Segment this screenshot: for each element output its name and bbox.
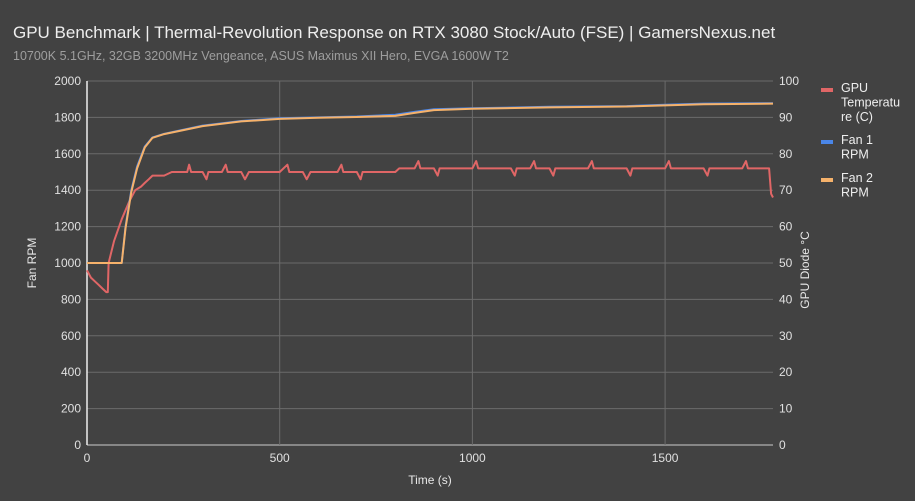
y2-tick-label: 30	[779, 329, 793, 343]
y2-tick-label: 70	[779, 183, 793, 197]
x-tick-label: 500	[270, 451, 290, 465]
legend-label: GPU Temperatu re (C)	[841, 81, 900, 124]
y2-tick-label: 80	[779, 147, 793, 161]
x-tick-label: 1000	[459, 451, 486, 465]
y-tick-label: 1600	[54, 147, 81, 161]
series-line-3	[87, 102, 774, 264]
legend-item: Fan 1 RPM	[821, 133, 873, 162]
chart-subtitle: 10700K 5.1GHz, 32GB 3200MHz Vengeance, A…	[13, 49, 509, 63]
y2-tick-label: 90	[779, 110, 793, 124]
chart-title: GPU Benchmark | Thermal-Revolution Respo…	[13, 23, 776, 42]
y-tick-label: 2000	[54, 74, 81, 88]
y2-tick-label: 50	[779, 256, 793, 270]
y-tick-label: 1200	[54, 220, 81, 234]
x-axis-label: Time (s)	[408, 473, 452, 487]
series-line-2	[87, 102, 774, 264]
legend-swatch	[821, 88, 833, 92]
y2-tick-label: 0	[779, 438, 786, 452]
x-tick-label: 1500	[652, 451, 679, 465]
y-tick-label: 200	[61, 402, 81, 416]
y-tick-label: 0	[74, 438, 81, 452]
y-tick-label: 600	[61, 329, 81, 343]
legend-item: GPU Temperatu re (C)	[821, 81, 900, 124]
y-tick-label: 1800	[54, 110, 81, 124]
legend-swatch	[821, 178, 833, 182]
y2-tick-label: 100	[779, 74, 799, 88]
legend-label: Fan 2 RPM	[841, 171, 873, 200]
y2-tick-label: 20	[779, 365, 793, 379]
legend-item: Fan 2 RPM	[821, 171, 873, 200]
y-tick-label: 1000	[54, 256, 81, 270]
y-axis-label: Fan RPM	[25, 238, 39, 289]
y-tick-label: 800	[61, 292, 81, 306]
y2-axis-label: GPU Diode °C	[798, 231, 812, 309]
legend-label: Fan 1 RPM	[841, 133, 873, 162]
x-tick-label: 0	[84, 451, 91, 465]
y2-tick-label: 60	[779, 220, 793, 234]
y-tick-label: 400	[61, 365, 81, 379]
y-tick-label: 1400	[54, 183, 81, 197]
y2-tick-label: 10	[779, 402, 793, 416]
y2-tick-label: 40	[779, 292, 793, 306]
legend-swatch	[821, 140, 833, 144]
series-line-1	[86, 160, 774, 294]
